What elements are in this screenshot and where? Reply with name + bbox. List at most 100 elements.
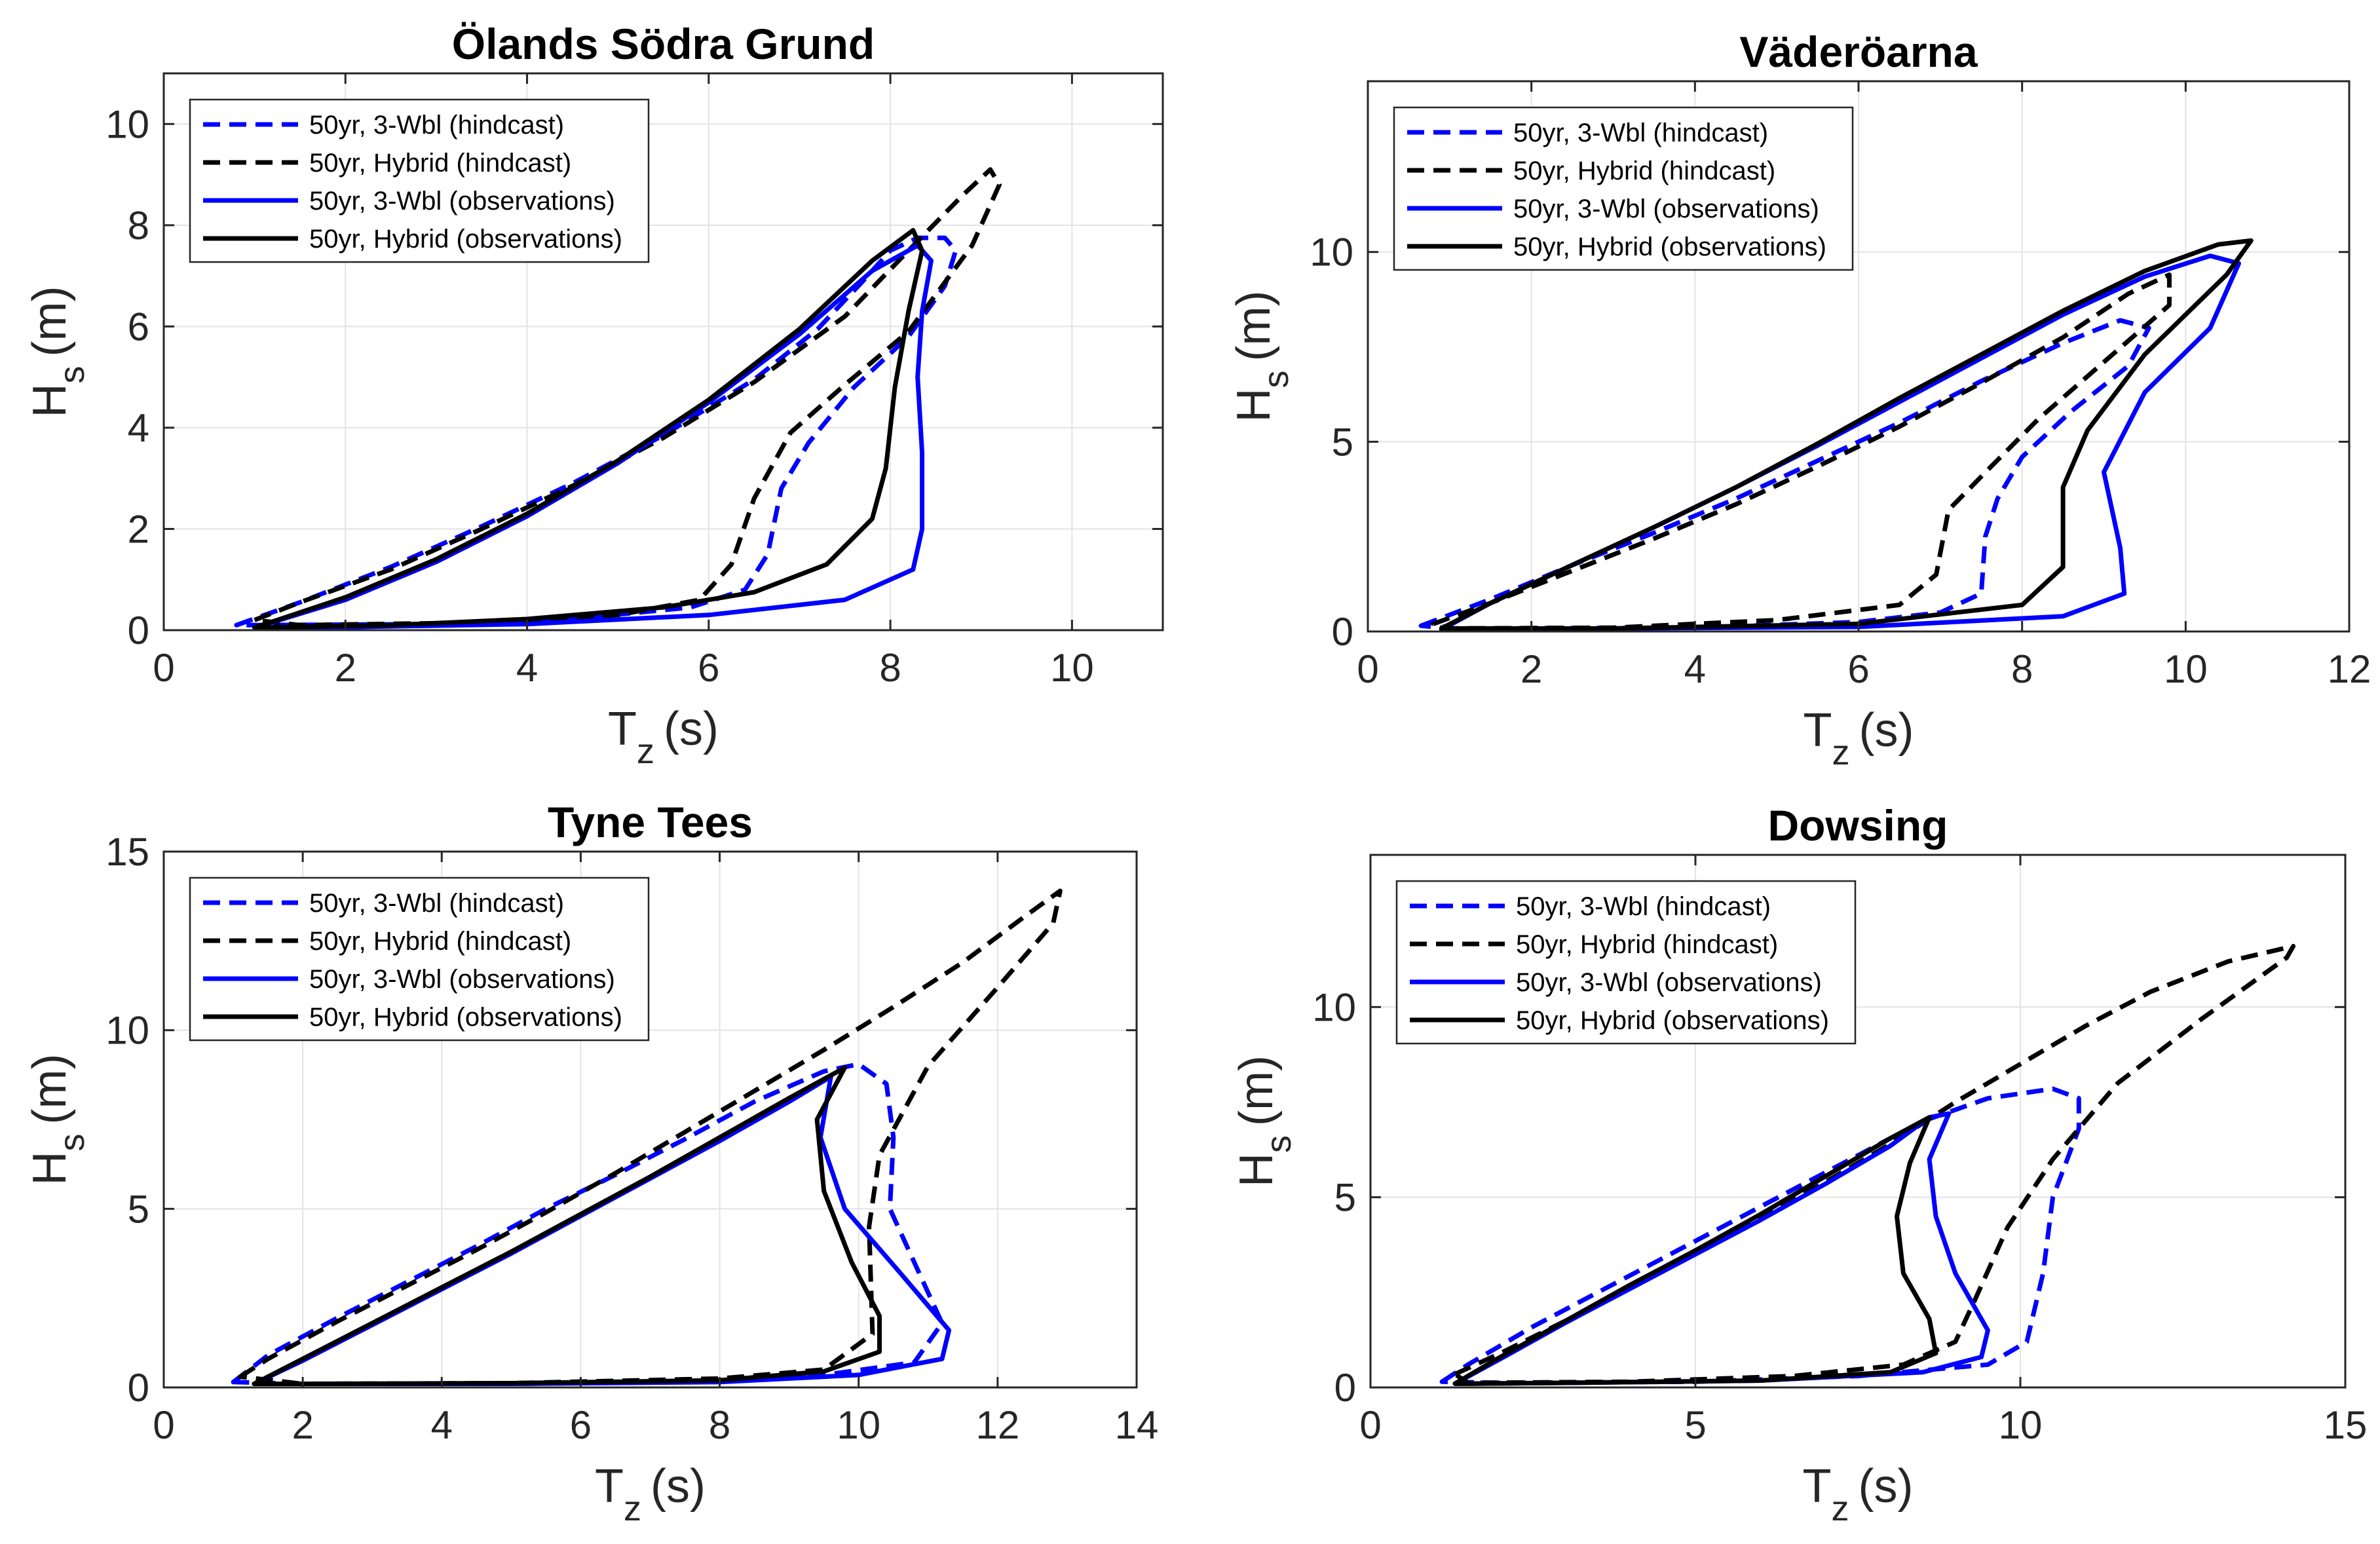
x-tick-label: 8 <box>709 1403 730 1447</box>
x-axis-label-sub: z <box>637 732 654 771</box>
y-axis-label-unit: (m) <box>24 1054 76 1125</box>
x-tick-label: 10 <box>1999 1403 2043 1447</box>
x-tick-label: 8 <box>879 646 901 690</box>
x-tick-label: 10 <box>1050 646 1094 690</box>
axes-box <box>1369 854 2347 1389</box>
y-tick-label: 10 <box>1312 985 1356 1029</box>
legend-entry: 50yr, 3-Wbl (observations) <box>309 187 615 216</box>
x-tick-label: 0 <box>1359 1403 1381 1447</box>
y-axis-label: Hs (m) <box>24 1054 92 1186</box>
x-tick-label: 0 <box>1357 647 1378 691</box>
x-tick-label: 12 <box>2328 647 2371 691</box>
x-axis-label-main: T <box>1803 1460 1832 1513</box>
y-axis-label: Hs (m) <box>1230 1055 1298 1187</box>
legend-entry: 50yr, Hybrid (hindcast) <box>309 149 571 178</box>
y-axis-label: Hs (m) <box>24 286 92 418</box>
chart-title: Dowsing <box>1768 801 1948 850</box>
y-tick-label: 0 <box>128 1366 149 1410</box>
y-tick-label: 5 <box>128 1187 149 1231</box>
y-tick-label: 15 <box>105 830 149 874</box>
x-tick-label: 12 <box>975 1403 1019 1447</box>
x-axis-label-main: T <box>595 1460 624 1513</box>
x-tick-label: 6 <box>1847 647 1869 691</box>
legend-entry: 50yr, Hybrid (observations) <box>309 225 622 254</box>
y-tick-label: 5 <box>1334 1176 1356 1220</box>
y-tick-label: 0 <box>128 609 149 652</box>
y-axis-label-unit: (m) <box>1230 1055 1283 1126</box>
legend: 50yr, 3-Wbl (hindcast) 50yr, Hybrid (hind… <box>1395 880 1857 1045</box>
x-axis-label-main: T <box>1804 704 1832 757</box>
y-tick-label: 0 <box>1334 1366 1356 1410</box>
y-tick-label: 10 <box>1310 231 1353 274</box>
y-tick-label: 8 <box>128 204 149 248</box>
legend-entry: 50yr, 3-Wbl (hindcast) <box>309 111 564 140</box>
chart-title: Ölands Södra Grund <box>452 20 875 68</box>
x-tick-label: 4 <box>431 1403 453 1447</box>
y-axis-label-sub: s <box>52 366 92 383</box>
y-axis-label-main: H <box>1230 1153 1283 1187</box>
x-axis-label-unit: (s) <box>664 703 719 755</box>
series-line-1 <box>1439 1086 2081 1385</box>
axes-box <box>162 850 1138 1389</box>
x-axis-label-unit: (s) <box>1859 704 1914 757</box>
legend-entry: 50yr, 3-Wbl (hindcast) <box>1513 119 1768 147</box>
y-tick-label: 4 <box>128 406 149 450</box>
x-tick-label: 10 <box>837 1403 880 1447</box>
series-line-1 <box>231 1062 945 1386</box>
x-tick-label: 2 <box>335 646 356 690</box>
x-axis-label: Tz (s) <box>608 703 719 771</box>
x-axis-label-main: T <box>608 703 637 755</box>
series-line-4 <box>252 1065 882 1386</box>
y-axis-label-unit: (m) <box>1228 291 1280 362</box>
y-tick-label: 10 <box>105 102 149 146</box>
series-line-2 <box>252 167 1002 628</box>
legend-entry: 50yr, Hybrid (hindcast) <box>1516 930 1778 959</box>
y-tick-label: 5 <box>1332 420 1353 464</box>
x-tick-label: 4 <box>516 646 538 690</box>
chart-panel-3: 0 2 4 6 8 10 12 14 0 5 10 15 Tyne Tees Tz (s) Hs (m) 50yr… <box>24 798 1158 1528</box>
legend-entry: 50yr, 3-Wbl (hindcast) <box>309 889 564 918</box>
x-tick-label: 0 <box>153 646 174 690</box>
y-tick-label: 6 <box>128 305 149 348</box>
x-axis-label-sub: z <box>1832 1489 1849 1528</box>
x-axis-label: Tz (s) <box>1803 1460 1914 1528</box>
x-tick-label: 8 <box>2011 647 2033 691</box>
series-line-4 <box>1452 1115 1938 1386</box>
y-axis-label-unit: (m) <box>24 286 76 357</box>
y-tick-label: 0 <box>1332 610 1353 654</box>
legend-entry: 50yr, Hybrid (observations) <box>309 1003 622 1032</box>
x-tick-label: 2 <box>1521 647 1542 691</box>
y-axis-label-sub: s <box>1256 370 1296 388</box>
x-axis-label-sub: z <box>624 1489 641 1528</box>
x-tick-label: 6 <box>698 646 719 690</box>
x-tick-label: 10 <box>2164 647 2208 691</box>
legend: 50yr, 3-Wbl (hindcast) 50yr, Hybrid (hind… <box>189 876 650 1042</box>
x-tick-label: 15 <box>2324 1403 2368 1447</box>
y-axis-label-main: H <box>1228 388 1280 422</box>
series-line-4 <box>252 228 925 630</box>
legend-entry: 50yr, 3-Wbl (observations) <box>309 965 615 994</box>
x-axis-label-sub: z <box>1832 733 1850 772</box>
x-tick-label: 5 <box>1684 1403 1706 1447</box>
y-axis-label-sub: s <box>52 1133 92 1151</box>
legend-entry: 50yr, 3-Wbl (hindcast) <box>1516 892 1771 921</box>
y-axis-label-main: H <box>24 383 76 417</box>
x-tick-label: 4 <box>1684 647 1706 691</box>
legend-entry: 50yr, Hybrid (observations) <box>1513 233 1826 261</box>
x-tick-label: 6 <box>570 1403 592 1447</box>
chart-panel-1: 0 2 4 6 8 10 0 2 4 6 8 10 Ölands Södra Grund Tz (s) Hs (… <box>24 20 1164 771</box>
x-axis-label: Tz (s) <box>595 1460 706 1528</box>
chart-panel-4: 0 5 10 15 0 5 10 Dowsing Tz (s) Hs (m) 50yr, 3-Wbl (… <box>1230 801 2367 1528</box>
y-axis-label: Hs (m) <box>1228 291 1296 423</box>
x-axis-label-unit: (s) <box>651 1460 706 1513</box>
legend: 50yr, 3-Wbl (hindcast) 50yr, Hybrid (hind… <box>1393 106 1854 271</box>
chart-title: Väderöarna <box>1739 28 1978 76</box>
y-tick-label: 10 <box>105 1009 149 1053</box>
y-axis-label-main: H <box>24 1151 76 1185</box>
series-line-2 <box>238 888 1063 1386</box>
legend: 50yr, 3-Wbl (hindcast) 50yr, Hybrid (hind… <box>189 98 650 263</box>
legend-entry: 50yr, Hybrid (observations) <box>1516 1006 1829 1035</box>
x-axis-label-unit: (s) <box>1859 1460 1914 1513</box>
axes-box <box>162 72 1164 631</box>
